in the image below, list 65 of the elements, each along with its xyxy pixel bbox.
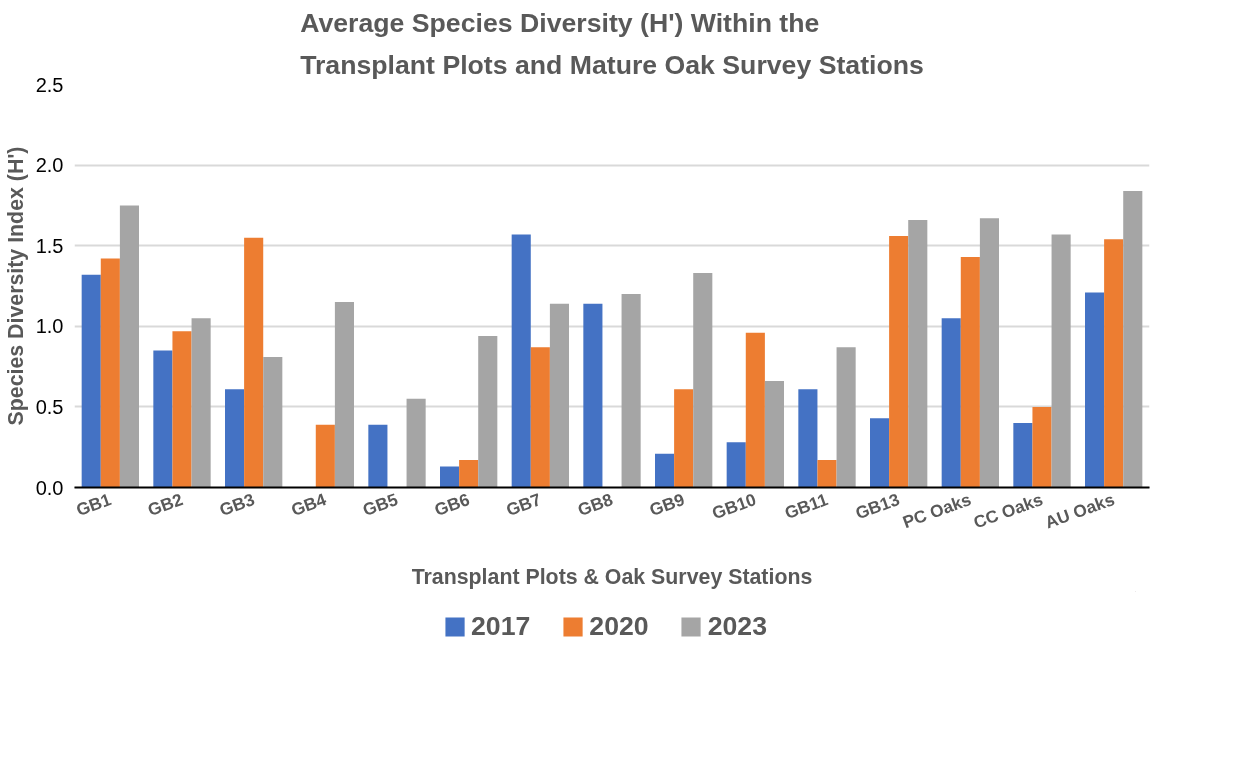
y-tick-label: 1.5 (35, 234, 64, 257)
x-tick-label: GB3 (216, 488, 258, 521)
x-tick-label: GB1 (73, 488, 115, 521)
bar (798, 389, 818, 488)
bar (511, 234, 531, 488)
y-tick-label: 2.5 (35, 73, 64, 96)
x-tick-label: GB2 (145, 489, 186, 521)
bar (745, 332, 765, 488)
bar (368, 424, 388, 488)
bar (674, 389, 694, 488)
bar (726, 442, 746, 488)
x-tick-label: GB10 (709, 489, 759, 524)
legend-label: 2017 (471, 610, 531, 642)
bar (334, 302, 354, 488)
bar (172, 331, 192, 488)
bar (817, 460, 837, 488)
bar (100, 258, 120, 488)
bar (119, 205, 139, 488)
x-tick-label: GB4 (288, 488, 330, 521)
chart-title: Average Species Diversity (H') Within the Transplant Plots and Mature Oak Survey Stations (300, 7, 924, 80)
bar (693, 273, 713, 488)
bar (315, 424, 335, 488)
bar (549, 303, 569, 488)
bar (244, 237, 264, 488)
bar (764, 381, 784, 488)
bar (889, 236, 909, 488)
bar (406, 398, 426, 488)
y-tick-label: 1.0 (35, 315, 64, 338)
bar (583, 303, 603, 488)
bar (1013, 423, 1033, 488)
bar (1123, 190, 1143, 488)
bar (1051, 234, 1071, 488)
bar (836, 347, 856, 488)
bar (908, 219, 928, 488)
bar (459, 460, 479, 488)
bar (530, 347, 550, 488)
x-tick-label: GB6 (431, 488, 473, 521)
legend-label: 2023 (707, 610, 767, 642)
bar (870, 418, 890, 488)
bar (478, 335, 498, 488)
bar (263, 356, 283, 488)
bar (1085, 292, 1105, 488)
y-tick-label: 2.0 (35, 154, 64, 177)
bar (225, 389, 245, 488)
bar (153, 350, 173, 488)
bar (1104, 239, 1124, 488)
x-tick-label: GB5 (360, 488, 401, 521)
bar (941, 318, 961, 488)
x-tick-label: GB7 (503, 489, 544, 521)
y-tick-label: 0.5 (35, 395, 64, 418)
x-tick-label: GB11 (781, 488, 831, 524)
bar (1032, 406, 1052, 488)
bar (960, 256, 980, 488)
y-tick-label: 0.0 (35, 476, 64, 499)
bar (440, 466, 460, 488)
bar (81, 274, 101, 488)
bar (191, 318, 211, 488)
y-axis-title: Species Diversity Index (H') (3, 146, 28, 426)
x-tick-label: GB9 (646, 489, 688, 521)
bar (655, 453, 675, 488)
bar (621, 294, 641, 488)
x-axis-title: Transplant Plots & Oak Survey Stations (411, 565, 813, 589)
legend-label: 2020 (589, 610, 649, 642)
bar (979, 218, 999, 488)
x-tick-label: GB8 (575, 488, 616, 521)
